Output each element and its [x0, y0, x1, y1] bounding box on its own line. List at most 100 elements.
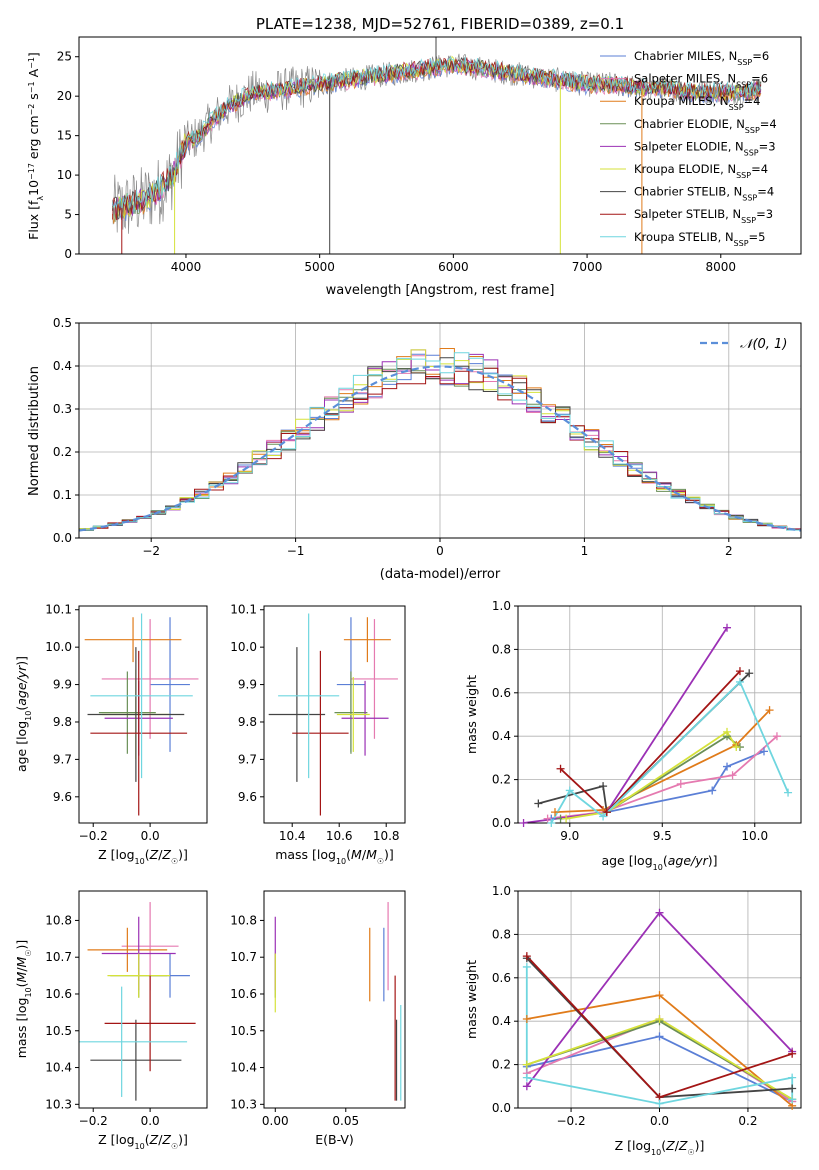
data-point-marker [788, 1084, 797, 1093]
y-tick-label: 0.2 [53, 445, 72, 459]
x-axis-label: Z [log10(Z/Z☉)] [615, 1138, 705, 1157]
y-tick-label: 1.0 [492, 884, 511, 898]
x-tick-label: 0.2 [738, 1114, 757, 1128]
y-tick-label: 0.2 [492, 1058, 511, 1072]
y-tick-label: 10 [57, 168, 72, 182]
y-tick-label: 0.1 [53, 488, 72, 502]
plot-area [84, 613, 199, 816]
legend-entry: Chabrier MILES, NSSP=6 [634, 49, 769, 67]
x-tick-label: 10.6 [326, 829, 353, 843]
data-point-marker [565, 786, 574, 795]
y-tick-label: 10.0 [230, 640, 257, 654]
y-tick-label: 10.5 [230, 1024, 257, 1038]
x-tick-label: 10.0 [741, 829, 768, 843]
age-vs-Z-axes: −0.2 0.0 9.6 9.7 9.8 9.9 10.0 10.1 Z [log10(Z/Z☉… [14, 603, 208, 866]
y-tick-label: 10.8 [45, 913, 72, 927]
x-tick-label: 0.05 [332, 1114, 359, 1128]
y-tick-label: 0.0 [492, 1101, 511, 1115]
data-point-marker [676, 779, 685, 788]
y-tick-label: 10.6 [45, 987, 72, 1001]
x-axis-label: wavelength [Angstrom, rest frame] [326, 283, 555, 298]
y-axis-label: Flux [fλ10−17 erg cm−2 s−1 A−1] [26, 52, 45, 240]
y-tick-label: 9.8 [238, 715, 257, 729]
legend-entry: Salpeter MILES, NSSP=6 [634, 72, 768, 90]
y-tick-label: 15 [57, 129, 72, 143]
x-tick-label: 0.0 [141, 1114, 160, 1128]
y-tick-label: 0.4 [492, 729, 511, 743]
massweight-vs-age-axes: 9.0 9.5 10.0 0.0 0.2 0.4 0.6 0.8 1.0 age [log10(a… [464, 599, 802, 872]
axes-frame [263, 890, 406, 1109]
legend-entry: Salpeter STELIB, NSSP=3 [634, 207, 773, 225]
histogram-axes: −2 −1 0 1 2 0.0 0.1 0.2 0.3 0.4 0.5 𝒩(0, 1) (data-mo… [27, 316, 802, 582]
x-tick-label: −0.2 [556, 1114, 585, 1128]
data-point-marker [784, 788, 793, 797]
y-tick-label: 9.7 [53, 752, 72, 766]
figure-title: PLATE=1238, MJD=52761, FIBERID=0389, z=0… [256, 15, 624, 33]
x-tick-label: 1 [581, 544, 589, 558]
y-tick-label: 0.8 [492, 642, 511, 656]
series-line [554, 709, 771, 813]
data-point-marker [522, 952, 531, 961]
data-point-marker [599, 782, 608, 791]
x-tick-label: 0.00 [262, 1114, 289, 1128]
axes-frame [78, 36, 802, 255]
plot-area [112, 37, 762, 254]
y-tick-label: 10.1 [45, 603, 72, 617]
age-vs-mass-axes: 10.4 10.6 10.8 9.6 9.7 9.8 9.9 10.0 10.1 mass [lo… [230, 603, 406, 866]
y-tick-label: 0.0 [492, 816, 511, 830]
y-tick-label: 10.4 [45, 1061, 72, 1075]
y-tick-label: 9.9 [53, 678, 72, 692]
x-axis-label: Z [log10(Z/Z☉)] [98, 847, 188, 866]
y-tick-label: 10.5 [45, 1024, 72, 1038]
data-point-marker [772, 732, 781, 741]
y-tick-label: 10.3 [230, 1097, 257, 1111]
y-tick-label: 0.3 [53, 402, 72, 416]
y-axis-label: age [log10(age/yr)] [14, 656, 33, 772]
series-line [565, 730, 738, 820]
data-point-marker [562, 814, 571, 823]
data-point-marker [534, 799, 543, 808]
x-tick-label: 6000 [438, 260, 469, 274]
y-tick-label: 1.0 [492, 599, 511, 613]
massweight-vs-Z-axes: −0.2 0.0 0.2 0.0 0.2 0.4 0.6 0.8 1.0 Z [log10(Z/Z… [464, 884, 802, 1157]
x-tick-label: 5000 [304, 260, 335, 274]
legend-entry: Kroupa MILES, NSSP=4 [634, 94, 761, 112]
data-point-marker [735, 677, 744, 686]
y-axis-label: mass [log10(M/M☉)] [14, 940, 33, 1059]
spectrum-axes: 4000 5000 6000 7000 8000 0 5 10 15 20 25 Chabrier M… [26, 36, 802, 298]
x-tick-label: 9.5 [653, 829, 672, 843]
plot-area [79, 348, 801, 532]
x-axis-label: (data-model)/error [380, 567, 501, 582]
y-tick-label: 0.4 [492, 1014, 511, 1028]
series-line [550, 680, 789, 823]
y-tick-label: 20 [57, 89, 72, 103]
data-point-marker [708, 786, 717, 795]
data-point-marker [655, 1015, 664, 1024]
mass-vs-EBV-axes: 0.00 0.05 10.3 10.4 10.5 10.6 10.7 10.8 E(B-V) [230, 890, 406, 1147]
x-axis-label: E(B-V) [315, 1132, 354, 1147]
y-tick-label: 0.0 [53, 531, 72, 545]
y-tick-label: 10.4 [230, 1061, 257, 1075]
y-tick-label: 0.2 [492, 773, 511, 787]
legend-entry: Chabrier STELIB, NSSP=4 [634, 185, 774, 203]
y-tick-label: 5 [64, 208, 72, 222]
data-point-marker [655, 991, 664, 1000]
y-tick-label: 10.6 [230, 987, 257, 1001]
y-tick-label: 0.4 [53, 359, 72, 373]
data-point-marker [788, 1073, 797, 1082]
data-point-marker [599, 812, 608, 821]
data-point-marker [655, 908, 664, 917]
data-point-marker [522, 1060, 531, 1069]
x-tick-label: 4000 [171, 260, 202, 274]
y-axis-label: mass weight [464, 675, 479, 754]
legend-entry: Salpeter ELODIE, NSSP=3 [634, 139, 776, 157]
data-point-marker [723, 762, 732, 771]
axes-frame [78, 890, 208, 1109]
normal-curve [79, 365, 801, 532]
axes-frame [263, 605, 406, 824]
data-point-marker [760, 747, 769, 756]
data-point-marker [788, 1095, 797, 1104]
data-point-marker [732, 743, 741, 752]
y-tick-label: 0.8 [492, 927, 511, 941]
legend-entry: Kroupa STELIB, NSSP=5 [634, 230, 765, 248]
